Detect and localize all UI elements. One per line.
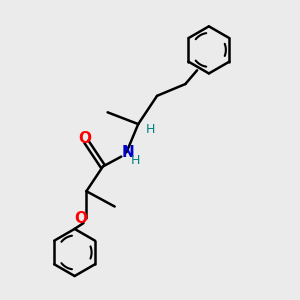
Text: H: H [131,154,140,167]
Text: H: H [145,124,155,136]
Text: O: O [75,211,88,226]
Text: O: O [79,131,92,146]
Text: N: N [121,145,134,160]
